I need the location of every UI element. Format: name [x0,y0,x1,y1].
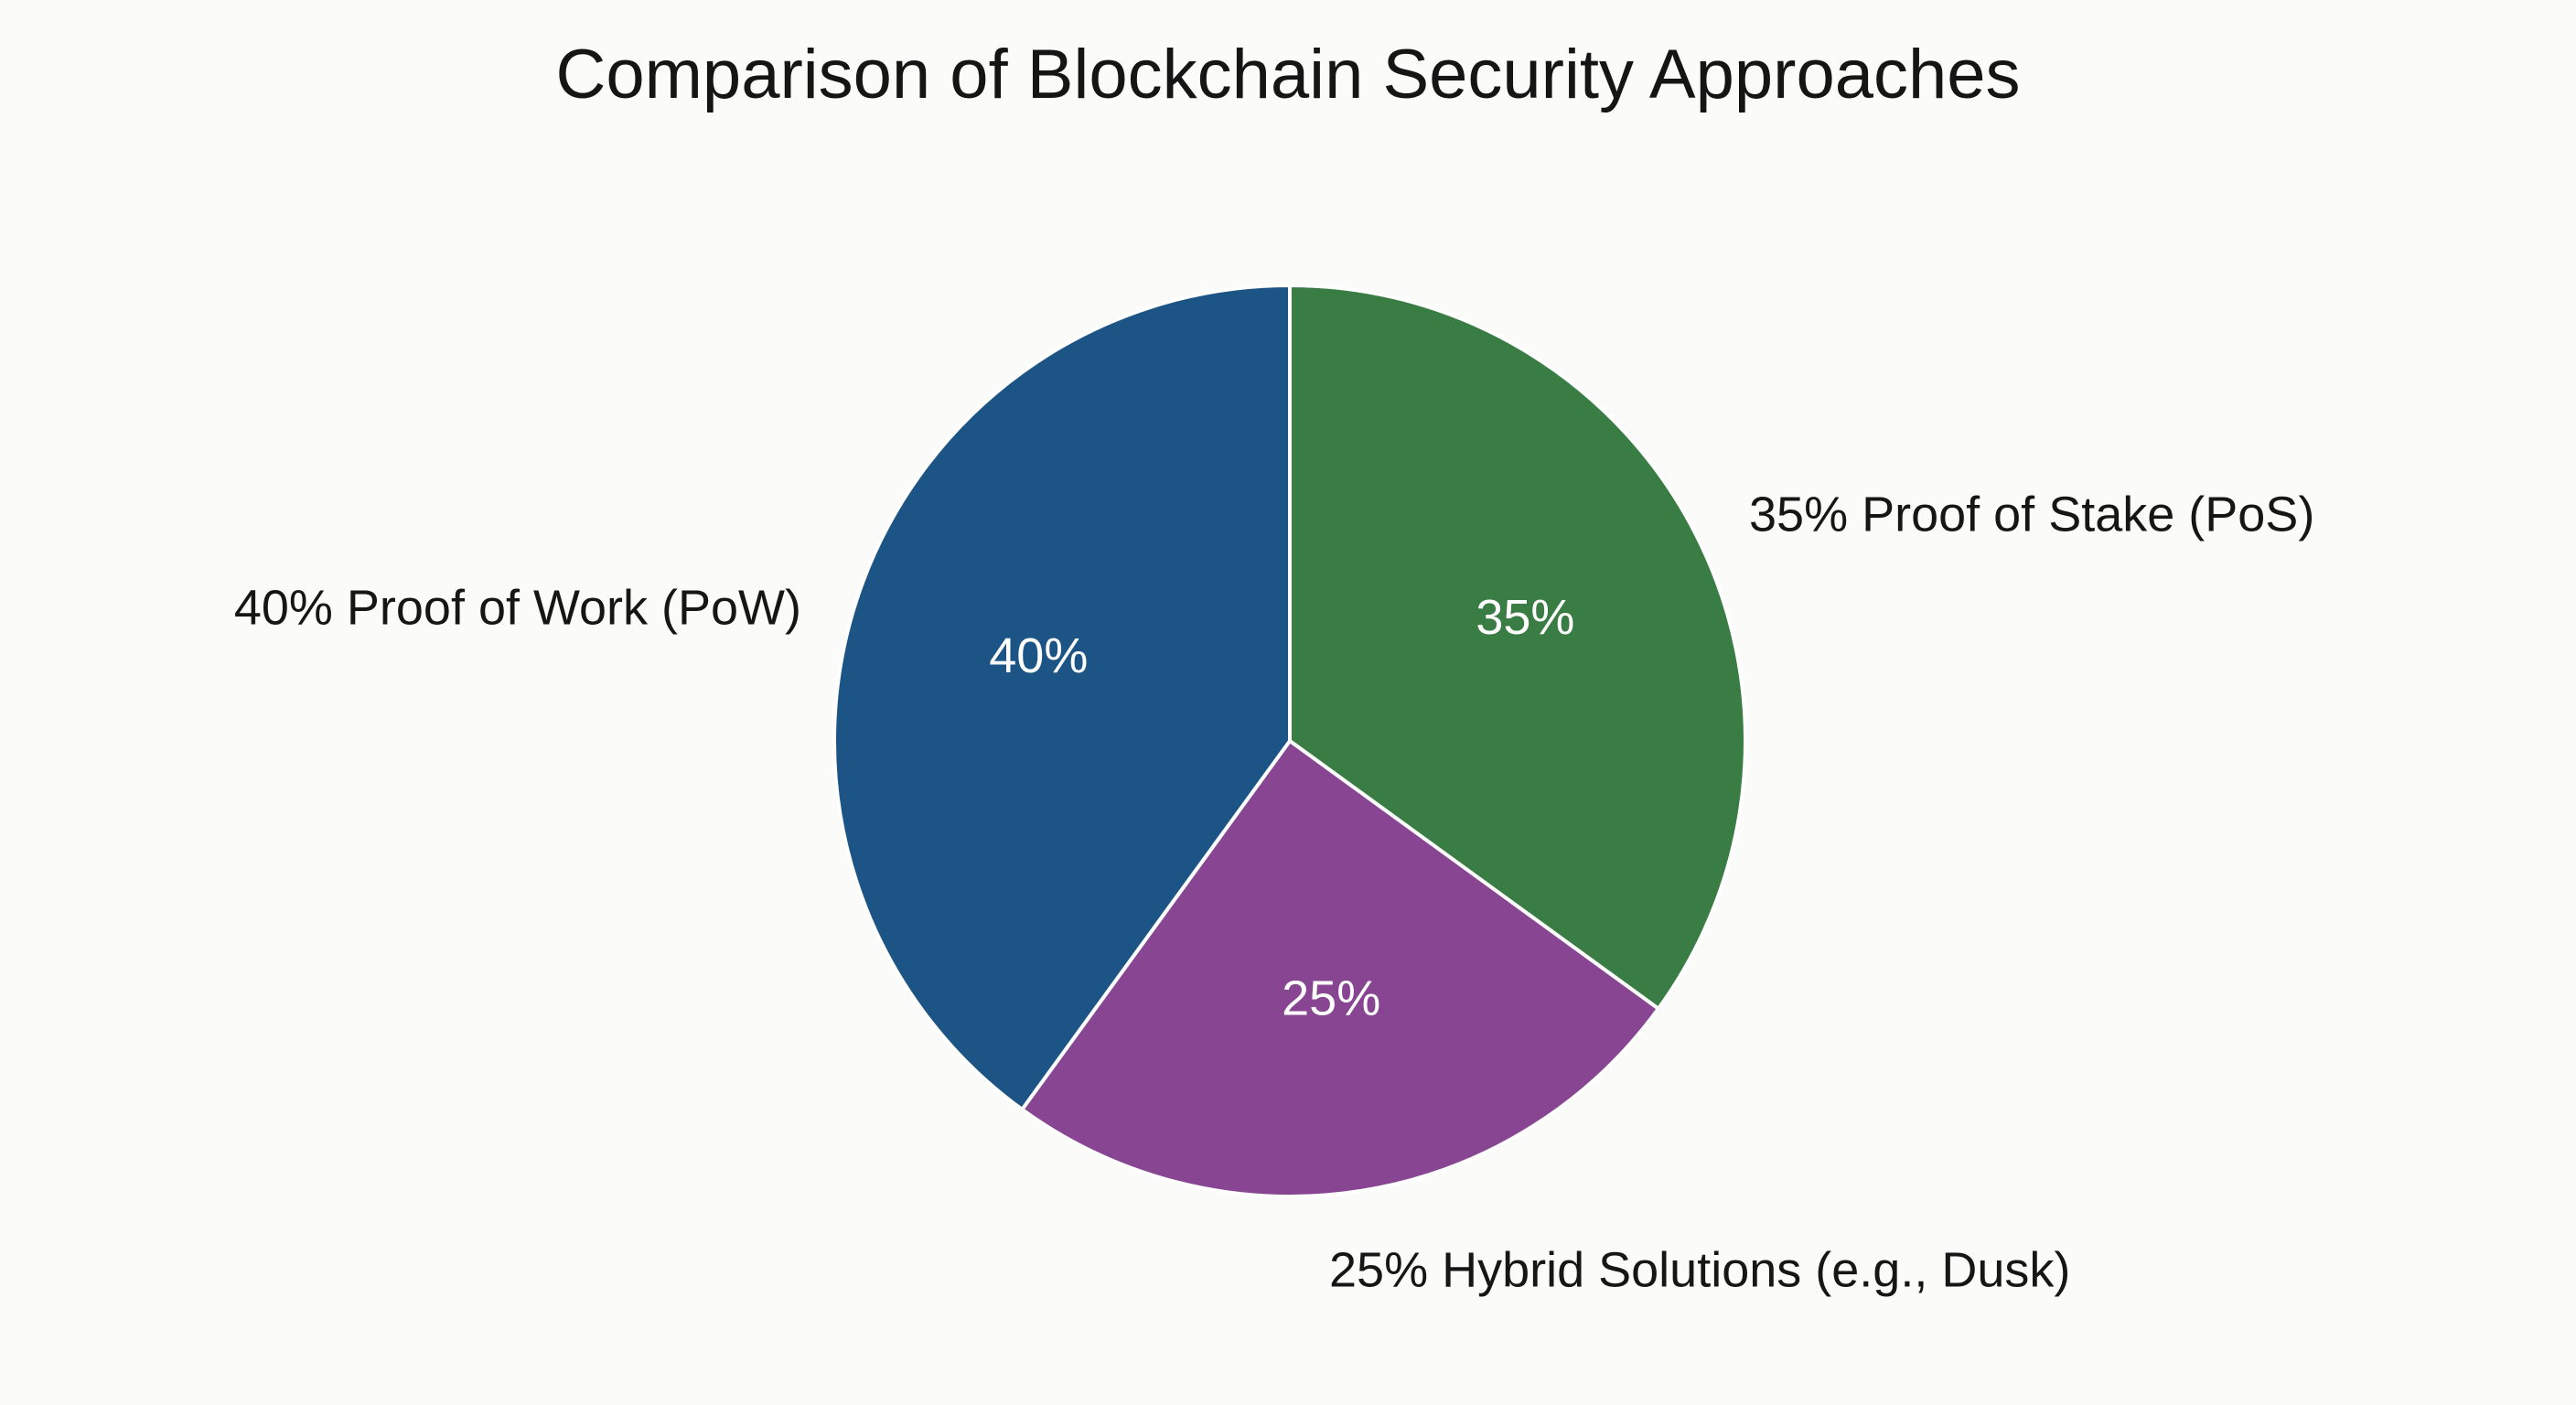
hybrid-slice-label: 25% Hybrid Solutions (e.g., Dusk) [1329,1242,2070,1297]
chart-title: Comparison of Blockchain Security Approa… [555,36,2021,113]
hybrid-value-label: 25% [1282,971,1380,1026]
pos-slice-label: 35% Proof of Stake (PoS) [1749,487,2314,542]
pos-value-label: 35% [1476,590,1574,645]
pow-value-label: 40% [989,628,1088,683]
pow-slice [832,284,1292,1111]
pos-slice [1288,284,1747,1011]
hybrid-slice [1020,739,1660,1198]
pow-slice-label: 40% Proof of Work (PoW) [234,580,801,635]
pie-slices [832,284,1747,1198]
